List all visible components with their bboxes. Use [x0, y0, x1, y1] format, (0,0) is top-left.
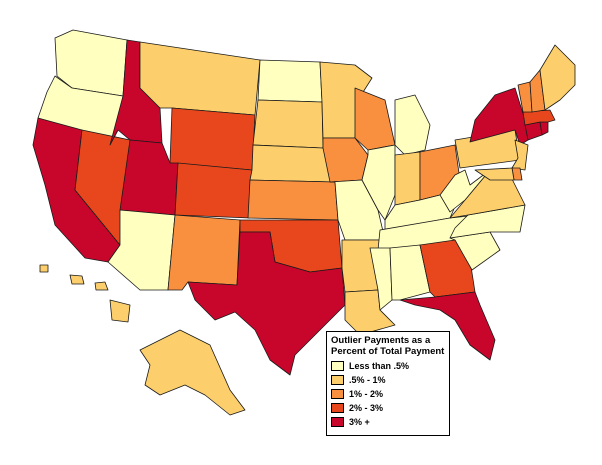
- legend-title: Outlier Payments as a Percent of Total P…: [331, 335, 445, 357]
- state-ms: [369, 247, 393, 311]
- state-mi: [394, 94, 431, 156]
- state-wy: [169, 107, 256, 171]
- state-ma: [522, 109, 556, 126]
- legend: Outlier Payments as a Percent of Total P…: [326, 331, 450, 436]
- state-md: [474, 167, 515, 181]
- state-fl: [399, 291, 496, 361]
- legend-item-2: .5% - 1%: [331, 373, 445, 387]
- state-ak: [139, 329, 246, 416]
- state-tx: [187, 231, 346, 376]
- legend-swatch: [331, 389, 344, 399]
- legend-swatch: [331, 417, 344, 427]
- state-il: [361, 144, 396, 221]
- legend-item-3: 1% - 2%: [331, 387, 445, 401]
- state-in: [394, 151, 421, 206]
- state-al: [389, 244, 431, 301]
- legend-swatch: [331, 375, 344, 385]
- state-nd: [257, 59, 323, 103]
- legend-label: Less than .5%: [349, 361, 410, 371]
- state-ne: [249, 144, 336, 183]
- legend-title-line1: Outlier Payments as a: [331, 335, 431, 346]
- state-sd: [252, 99, 324, 149]
- state-ia: [322, 137, 369, 183]
- legend-item-5: 3% +: [331, 415, 445, 429]
- legend-item-4: 2% - 3%: [331, 401, 445, 415]
- legend-label: 1% - 2%: [349, 389, 384, 399]
- state-me: [539, 44, 576, 111]
- legend-label: .5% - 1%: [349, 375, 386, 385]
- state-co: [174, 162, 253, 219]
- legend-label: 2% - 3%: [349, 403, 384, 413]
- state-hi: [39, 264, 131, 323]
- legend-title-line2: Percent of Total Payment: [331, 346, 445, 357]
- state-mt: [139, 41, 261, 116]
- state-ks: [247, 179, 339, 221]
- state-nm: [167, 214, 241, 291]
- state-wv: [439, 169, 491, 213]
- state-wi: [354, 87, 396, 151]
- state-ut: [119, 139, 179, 216]
- legend-label: 3% +: [349, 417, 370, 427]
- legend-item-1: Less than .5%: [331, 359, 445, 373]
- states-group: [32, 29, 576, 416]
- legend-swatch: [331, 361, 344, 371]
- legend-swatch: [331, 403, 344, 413]
